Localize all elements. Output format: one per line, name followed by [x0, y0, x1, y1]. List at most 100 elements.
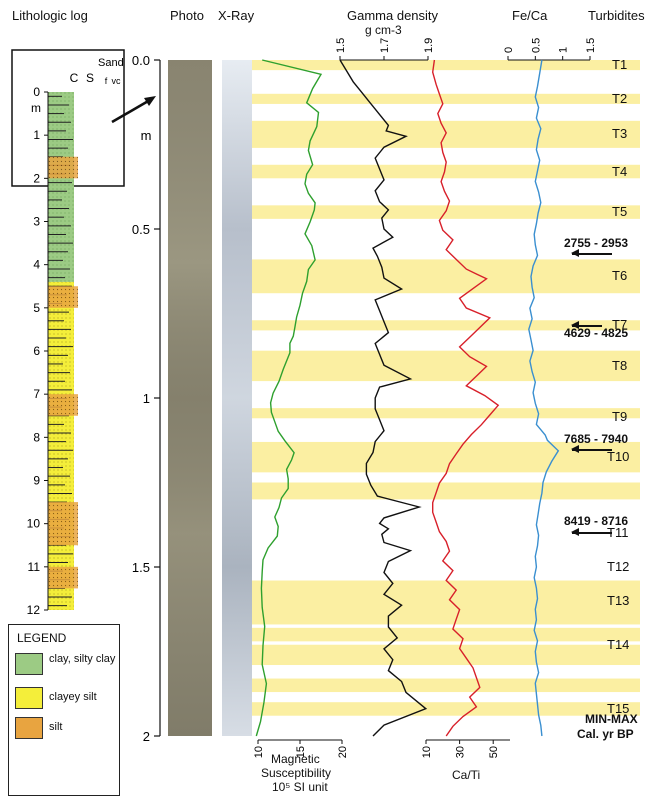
bottom-axes: 10 15 20 10 30 50 — [253, 739, 510, 758]
turbidite-label-t14: T14 — [607, 636, 630, 652]
data-series — [255, 59, 560, 737]
cati-tick-label-0: 10 — [421, 746, 433, 758]
turbidite-band-12 — [250, 580, 640, 625]
turbidite-label-t5: T5 — [612, 204, 628, 220]
litholog-tick-label-4: 4 — [33, 258, 40, 272]
litholog-unit: m — [31, 101, 41, 115]
date-label-3: 7685 - 7940 — [564, 432, 629, 446]
litholog-tick-label-3: 3 — [33, 215, 40, 229]
series-line-magsus — [255, 59, 323, 737]
litholog-silt-bed-0 — [48, 156, 78, 179]
date-label-4: 8419 - 8716 — [564, 514, 629, 528]
depth-tick-label-2: 1 — [143, 391, 150, 406]
cati-label: Ca/Ti — [452, 768, 481, 782]
depth-tick-label-1: 0.5 — [132, 222, 150, 237]
header-photo: Photo — [170, 8, 204, 23]
litholog-inset-title: Sand — [98, 57, 124, 69]
litholog-silt-section — [48, 281, 74, 610]
inset-arrow — [111, 98, 151, 124]
litholog-silt-bed-4 — [48, 566, 78, 589]
litholog-tick-label-7: 7 — [33, 387, 40, 401]
turbidite-label-t8: T8 — [612, 357, 628, 373]
litholog-tick-label-11: 11 — [28, 560, 41, 574]
core-xray — [222, 60, 252, 736]
turbidite-band-2 — [250, 93, 640, 104]
litholog-tick-label-8: 8 — [33, 430, 40, 444]
legend-swatch-clay — [15, 653, 43, 675]
series-line-cati — [431, 59, 500, 737]
magsus-tick-label-2: 20 — [337, 746, 349, 758]
legend-label-silt: silt — [49, 721, 63, 733]
gamma-tick-label-2: 1.9 — [423, 38, 435, 53]
header-lithologic-log: Lithologic log — [12, 8, 88, 23]
header-gamma-unit: g cm-3 — [365, 23, 402, 37]
turbidite-label-t7: T7 — [612, 317, 628, 333]
turbidite-band-7 — [250, 320, 640, 331]
inset-arrow-head — [144, 96, 156, 106]
turbidite-label-t12: T12 — [607, 559, 630, 574]
turbidite-band-14 — [250, 644, 640, 666]
grain-label-1: S — [86, 71, 94, 85]
header-gamma-density: Gamma density — [347, 8, 439, 23]
series-line-gamma — [339, 59, 428, 737]
turbidite-label-t15: T15 — [607, 700, 630, 716]
date-arrow-2 — [571, 321, 602, 329]
date-arrow-1 — [571, 249, 612, 257]
turbidite-label-t2: T2 — [612, 90, 628, 106]
header-fe-ca: Fe/Ca — [512, 8, 548, 23]
date-arrow-4 — [571, 528, 612, 536]
core-photo-texture — [168, 60, 212, 736]
turbidite-label-t6: T6 — [612, 268, 628, 284]
feca-tick-label-3: 1.5 — [585, 38, 597, 53]
turbidite-label-t1: T1 — [612, 57, 628, 73]
litholog-tick-label-10: 10 — [27, 517, 41, 531]
magsus-label-2: Susceptibility — [261, 766, 332, 780]
gamma-tick-label-1: 1.7 — [379, 38, 391, 53]
litholog-tick-label-9: 9 — [33, 474, 40, 488]
grain-label-2: f — [105, 76, 108, 86]
litholog-silt-bed-2 — [48, 394, 78, 416]
turbidite-band-16 — [250, 702, 640, 716]
depth-tick-label-3: 1.5 — [132, 560, 150, 575]
header-turbidites: Turbidites — [588, 8, 645, 23]
turbidite-label-t11: T11 — [607, 525, 629, 541]
depth-ticks: 0.0 0.5 1 1.5 2 m — [132, 53, 160, 744]
feca-tick-label-1: 0.5 — [530, 38, 542, 53]
turbidite-band-13 — [250, 627, 640, 642]
date-label-2: 4629 - 4825 — [564, 326, 629, 340]
legend-swatch-silt — [15, 717, 43, 739]
date-label-1: 2755 - 2953 — [564, 236, 629, 250]
depth-unit: m — [141, 128, 152, 143]
legend: LEGEND clay, silty clay clayey silt silt — [8, 624, 120, 796]
legend-label-clayey-silt: clayey silt — [49, 691, 97, 703]
feca-tick-label-2: 1 — [558, 47, 570, 53]
turbidite-band-9 — [250, 408, 640, 419]
cati-tick-label-2: 50 — [488, 746, 500, 758]
series-line-feca — [528, 59, 560, 737]
depth-tick-label-4: 2 — [143, 729, 150, 744]
turbidite-band-6 — [250, 259, 640, 294]
magsus-tick-label-1: 15 — [295, 746, 307, 758]
magsus-label-3: 10⁵ SI unit — [272, 780, 328, 794]
litholog-tick-label-1: 1 — [33, 128, 40, 142]
litholog-tick-label-0: 0 — [33, 85, 40, 99]
turbidite-label-t4: T4 — [612, 163, 628, 179]
feca-tick-label-0: 0 — [503, 47, 515, 53]
top-axes: 1.5 1.7 1.9 0 0.5 1 1.5 — [335, 38, 597, 61]
legend-swatch-clayey-silt — [15, 687, 43, 709]
magsus-tick-label-0: 10 — [253, 746, 265, 758]
turbidite-band-1 — [250, 60, 640, 71]
legend-label-clay: clay, silty clay — [49, 653, 116, 665]
turbidite-label-t10: T10 — [607, 449, 630, 465]
turbidite-band-10 — [250, 441, 640, 473]
minmax-title: MIN-MAX — [585, 712, 638, 726]
litholog-tick-label-5: 5 — [33, 301, 40, 315]
grain-label-0: C — [70, 71, 79, 85]
turbidite-label-t3: T3 — [612, 126, 628, 142]
grain-label-3: vc — [112, 76, 122, 86]
minmax-subtitle: Cal. yr BP — [577, 727, 634, 741]
litholog-tick-label-12: 12 — [27, 603, 41, 617]
turbidite-band-8 — [250, 350, 640, 382]
